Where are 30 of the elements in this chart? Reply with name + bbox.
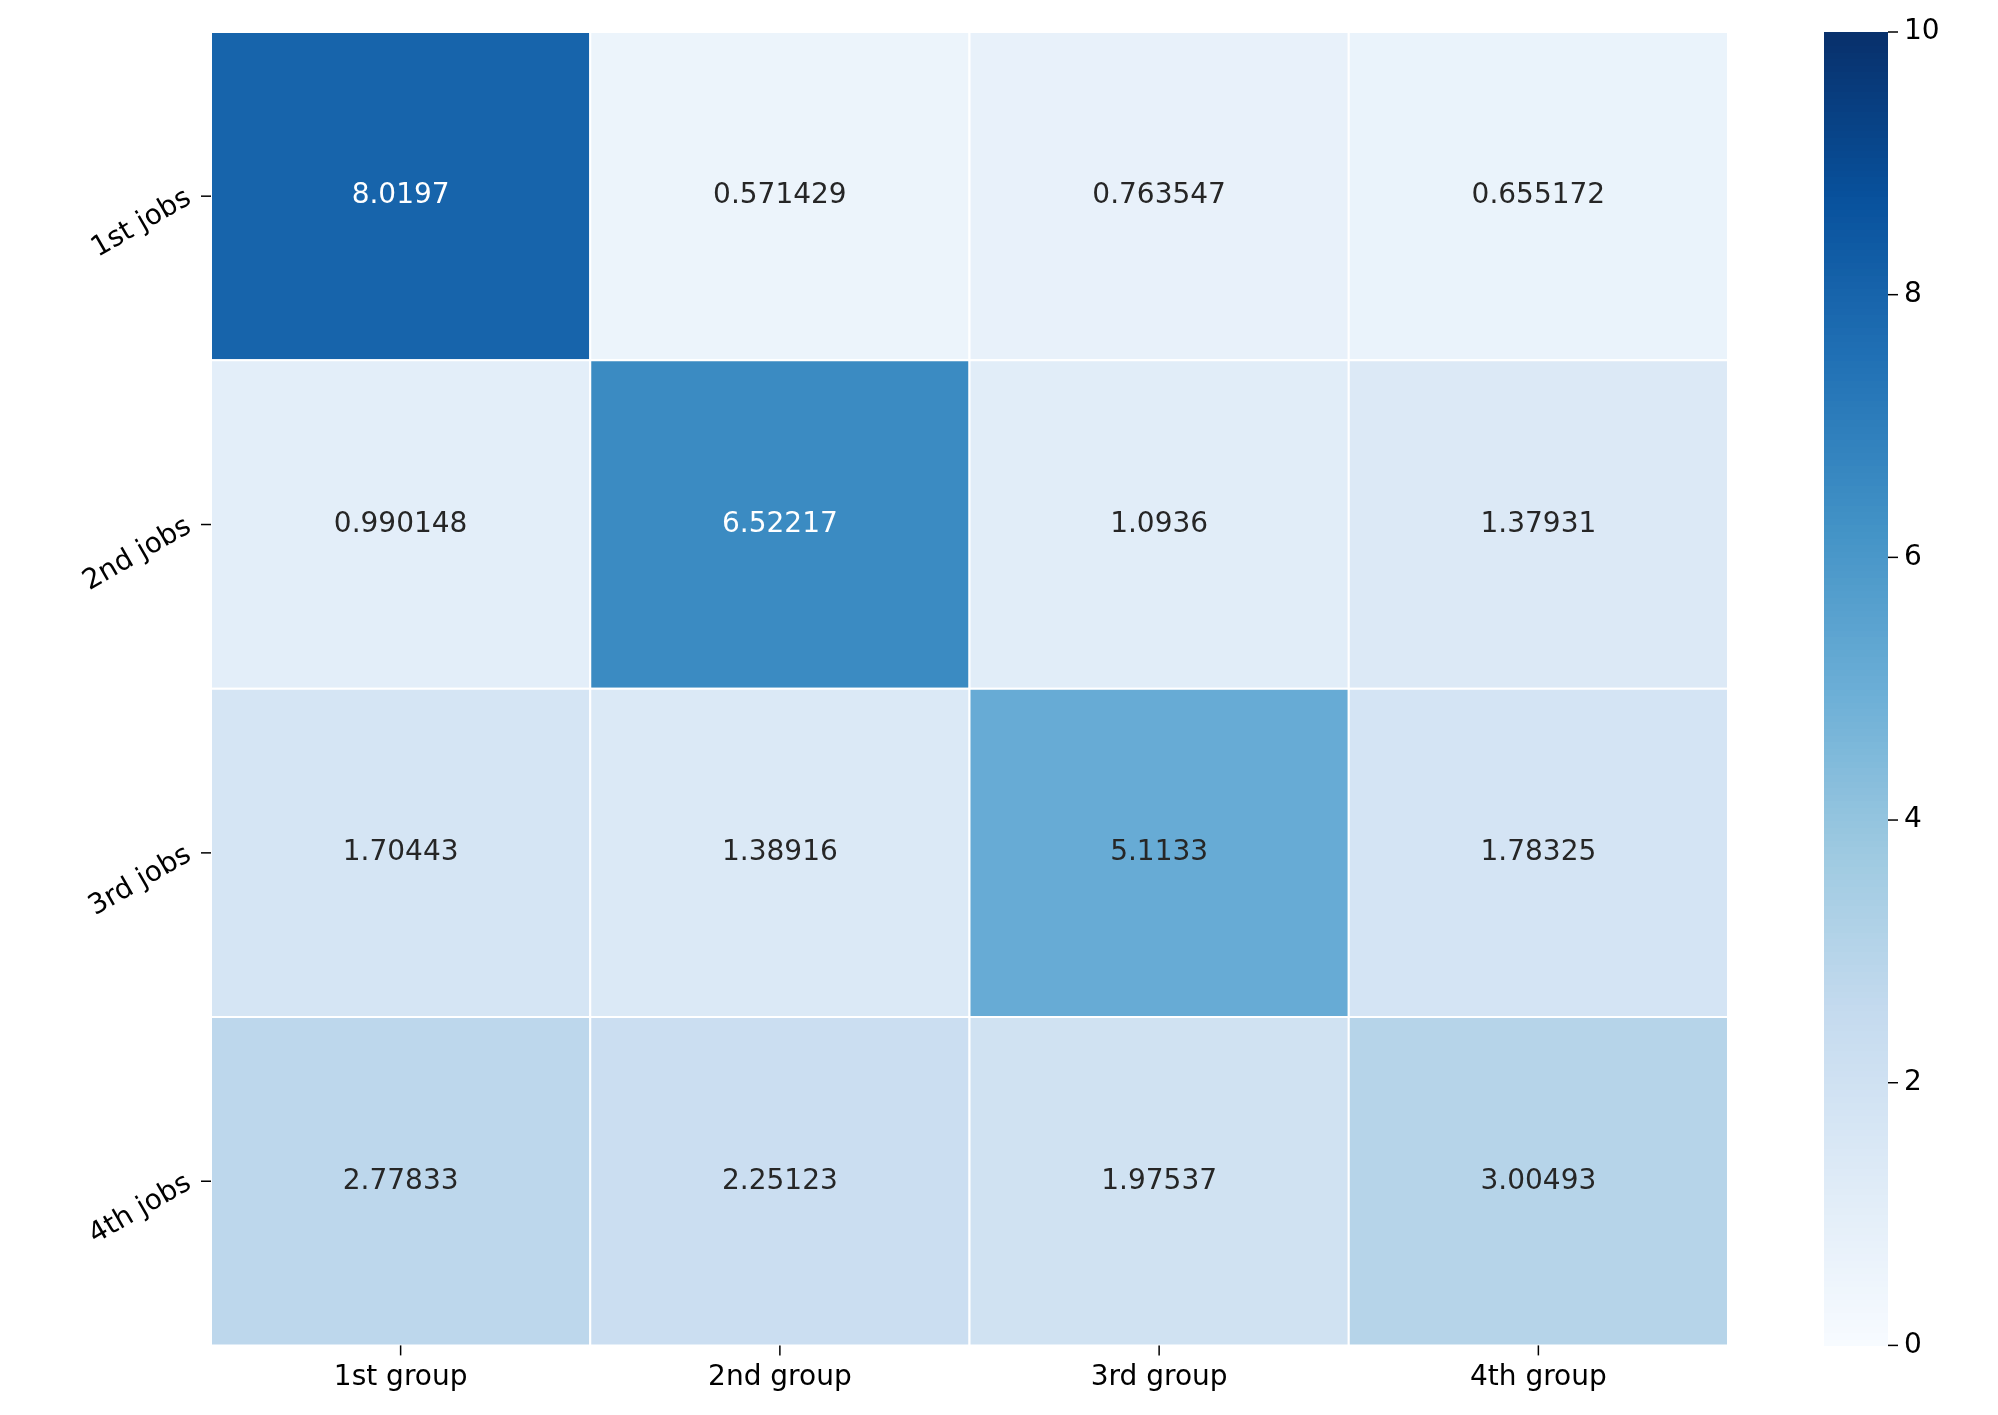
color-bar-label: 6: [1904, 538, 1922, 572]
data-label: 0.571429: [713, 177, 847, 211]
data-label: 2.77833: [342, 1162, 459, 1196]
data-label: 1.37931: [1480, 505, 1597, 539]
data-label: 0.655172: [1471, 177, 1606, 211]
color-bar-label: 2: [1904, 1064, 1922, 1097]
data-label: 1.38916: [721, 834, 838, 868]
data-label: 6.52217: [721, 505, 838, 539]
x-tick-label: 3rd group: [1090, 1359, 1228, 1393]
x-tick-label: 1st group: [333, 1359, 468, 1393]
color-bar-label: 8: [1904, 275, 1922, 309]
y-tick-label: 4th jobs: [82, 1165, 197, 1250]
data-label: 0.763547: [1092, 177, 1226, 211]
color-bar-label: 4: [1904, 801, 1922, 835]
data-label: 1.70443: [342, 834, 459, 868]
color-bar-label: 0: [1904, 1326, 1922, 1360]
data-label: 1.97537: [1101, 1162, 1218, 1196]
data-label: 2.25123: [721, 1162, 838, 1196]
x-tick-label: 4th group: [1469, 1359, 1607, 1393]
x-tick-label: 2nd group: [708, 1359, 852, 1393]
data-label: 8.0197: [351, 177, 450, 211]
data-label: 0.990148: [333, 505, 468, 539]
y-tick-label: 1st jobs: [84, 179, 197, 264]
data-label: 3.00493: [1480, 1162, 1597, 1196]
data-label: 1.78325: [1480, 834, 1597, 868]
y-tick-label: 3rd jobs: [82, 836, 197, 922]
data-label: 5.1133: [1110, 834, 1209, 868]
y-tick-label: 2nd jobs: [76, 508, 197, 597]
color-bar-label: 10: [1904, 13, 1940, 47]
data-label: 1.0936: [1110, 505, 1209, 539]
